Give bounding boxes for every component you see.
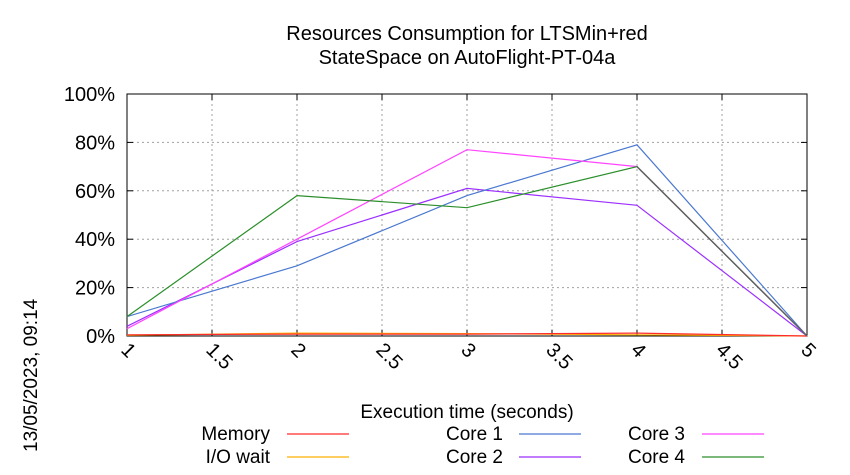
legend-label-core-3: Core 3 bbox=[628, 424, 685, 445]
x-tick-label: 2.5 bbox=[371, 339, 406, 374]
y-tick-label: 60% bbox=[75, 181, 115, 203]
x-tick-label: 2 bbox=[286, 339, 309, 362]
series-line-core-2 bbox=[126, 187, 808, 337]
chart-title: Resources Consumption for LTSMin+red Sta… bbox=[286, 23, 647, 69]
x-tick-label: 3 bbox=[456, 339, 479, 362]
series-line-memory bbox=[126, 332, 808, 337]
x-tick-label: 4 bbox=[626, 339, 649, 362]
x-axis-label: Execution time (seconds) bbox=[360, 402, 573, 423]
series-line-core-1 bbox=[126, 144, 808, 337]
y-axis-ticks: 0% 20% 40% 60% 80% 100% bbox=[64, 84, 807, 348]
y-tick-label: 0% bbox=[86, 326, 115, 348]
y-tick-label: 20% bbox=[75, 278, 115, 300]
x-tick-label: 1.5 bbox=[201, 339, 236, 374]
legend-label-core-2: Core 2 bbox=[446, 447, 503, 468]
chart-title-line-2: StateSpace on AutoFlight-PT-04a bbox=[319, 47, 617, 69]
legend-label-memory: Memory bbox=[201, 424, 270, 445]
y-tick-label: 80% bbox=[75, 132, 115, 154]
x-axis-ticks: 1 1.5 2 2.5 3 3.5 4 4.5 5 bbox=[116, 94, 820, 374]
legend-label-i-o-wait: I/O wait bbox=[206, 447, 271, 468]
x-tick-label: 4.5 bbox=[711, 339, 746, 374]
legend-label-core-4: Core 4 bbox=[628, 447, 685, 468]
y-tick-label: 40% bbox=[75, 229, 115, 251]
y-tick-label: 100% bbox=[64, 84, 115, 106]
grid bbox=[127, 94, 807, 336]
series-lines bbox=[126, 144, 808, 337]
legend-label-core-1: Core 1 bbox=[446, 424, 503, 445]
chart-title-line-1: Resources Consumption for LTSMin+red bbox=[286, 23, 647, 45]
timestamp-label: 13/05/2023, 09:14 bbox=[21, 298, 42, 452]
series-line-core-3 bbox=[126, 149, 808, 337]
x-tick-label: 3.5 bbox=[541, 339, 576, 374]
x-tick-label: 5 bbox=[796, 339, 819, 362]
x-tick-label: 1 bbox=[116, 339, 139, 362]
series-overlap-segment bbox=[636, 166, 808, 337]
